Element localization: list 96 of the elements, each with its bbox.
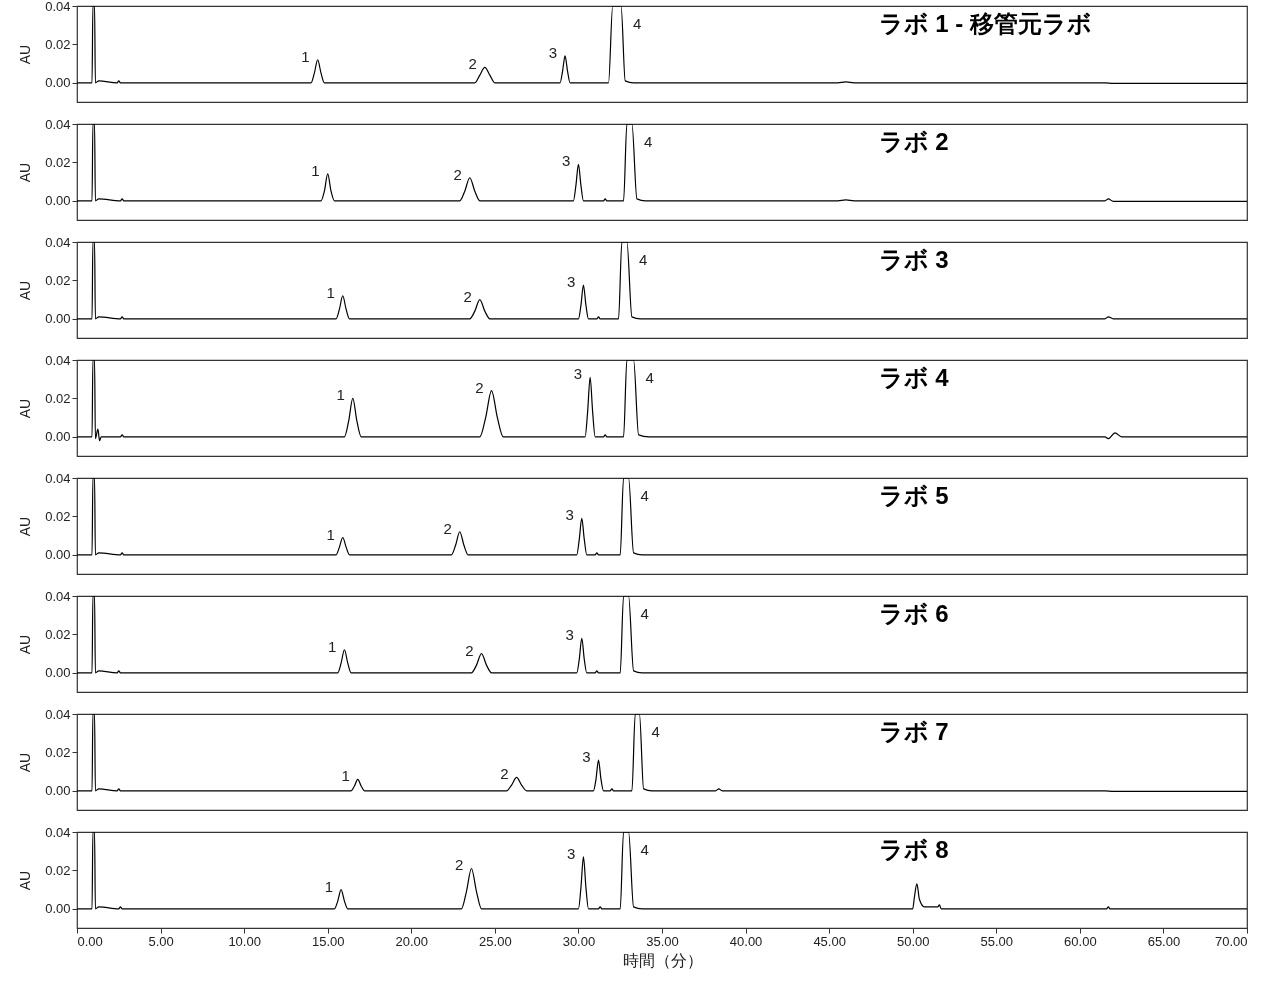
y-tick-label: 0.00	[45, 547, 71, 563]
annotation: 3	[562, 152, 571, 170]
annotation: 3	[567, 273, 576, 291]
y-axis-title: AU	[17, 280, 34, 301]
annotation: 2	[455, 856, 464, 874]
annotation: 3	[567, 844, 576, 862]
y-tick-label: 0.02	[45, 862, 71, 878]
y-axis-title: AU	[17, 634, 34, 655]
x-tick-label: 50.00	[896, 933, 930, 949]
annotation: 3	[565, 626, 574, 644]
line-series	[77, 124, 1247, 202]
x-tick-label: 45.00	[813, 933, 846, 949]
y-axis-title: AU	[17, 516, 34, 537]
annotation: 3	[582, 748, 591, 766]
y-tick-label: 0.02	[45, 626, 71, 642]
chart-title: ラボ 7	[878, 718, 949, 745]
annotation: 3	[548, 43, 558, 61]
annotation: 2	[465, 641, 474, 659]
annotation: 1	[301, 47, 310, 65]
annotation: 1	[324, 877, 334, 895]
x-tick-label: 55.00	[980, 933, 1014, 949]
y-tick-label: 0.04	[45, 234, 71, 250]
x-tick-label: 35.00	[646, 933, 679, 949]
x-tick-label: 65.00	[1147, 933, 1181, 949]
line-series	[77, 6, 1247, 84]
y-axis-title: AU	[17, 398, 34, 419]
x-tick-label: 20.00	[395, 933, 429, 949]
annotation: 4	[633, 15, 642, 32]
annotation: 2	[500, 765, 509, 783]
line-series	[77, 714, 1247, 792]
y-tick-label: 0.02	[45, 390, 71, 406]
line-series	[77, 832, 1247, 910]
annotation: 2	[453, 165, 462, 183]
annotation: 3	[573, 365, 583, 383]
line-series	[77, 360, 1247, 442]
annotation: 1	[326, 283, 335, 301]
annotation: 4	[643, 133, 653, 150]
annotation: 2	[475, 378, 484, 396]
y-tick-label: 0.04	[45, 0, 71, 14]
chart-title: ラボ 4	[878, 364, 950, 391]
y-tick-label: 0.00	[45, 311, 71, 327]
x-tick-label: 0.00	[77, 933, 103, 949]
y-tick-label: 0.04	[45, 824, 71, 840]
y-tick-label: 0.00	[45, 429, 71, 445]
y-axis-title: AU	[17, 162, 34, 183]
y-tick-label: 0.02	[45, 508, 71, 524]
y-tick-label: 0.00	[45, 193, 71, 209]
annotation: 1	[328, 637, 337, 655]
y-axis-title: AU	[17, 44, 34, 65]
x-tick-label: 60.00	[1064, 933, 1097, 949]
annotation: 4	[640, 487, 649, 504]
y-tick-label: 0.04	[45, 352, 71, 368]
y-tick-label: 0.00	[45, 75, 71, 91]
annotation: 4	[638, 251, 648, 268]
annotation: 3	[565, 506, 574, 524]
annotation: 4	[651, 723, 660, 740]
y-tick-label: 0.02	[45, 744, 71, 760]
annotation: 1	[311, 161, 320, 179]
annotation: 4	[640, 605, 649, 622]
annotation: 2	[443, 519, 452, 537]
chart-title: ラボ 1 - 移管元ラボ	[878, 10, 1092, 37]
y-tick-label: 0.00	[45, 901, 71, 917]
y-tick-label: 0.02	[45, 272, 71, 288]
chart-title: ラボ 8	[878, 836, 949, 863]
y-tick-label: 0.02	[45, 154, 71, 170]
x-axis-title: 時間（分）	[622, 951, 703, 969]
annotation: 2	[468, 55, 477, 73]
annotation: 1	[326, 525, 335, 543]
line-series	[77, 596, 1247, 674]
chart-title: ラボ 2	[878, 128, 949, 155]
y-tick-label: 0.00	[45, 665, 71, 681]
x-tick-label: 30.00	[562, 933, 596, 949]
x-tick-label: 40.00	[729, 933, 763, 949]
y-tick-label: 0.04	[45, 116, 71, 132]
annotation: 4	[640, 841, 649, 858]
chart-title: ラボ 6	[878, 600, 949, 627]
x-tick-label: 25.00	[479, 933, 512, 949]
y-tick-label: 0.04	[45, 588, 71, 604]
line-series	[77, 242, 1247, 320]
chart-title: ラボ 5	[878, 482, 949, 509]
chart-title: ラボ 3	[878, 246, 949, 273]
y-axis-title: AU	[17, 870, 34, 891]
x-tick-label: 70.00	[1214, 933, 1248, 949]
y-tick-label: 0.00	[45, 783, 71, 799]
x-tick-label: 10.00	[228, 933, 261, 949]
y-tick-label: 0.04	[45, 470, 71, 486]
annotation: 1	[336, 386, 345, 404]
line-series	[77, 478, 1247, 556]
x-tick-label: 5.00	[148, 933, 174, 949]
annotation: 1	[341, 767, 350, 785]
y-tick-label: 0.04	[45, 706, 71, 722]
y-tick-label: 0.02	[45, 36, 71, 52]
y-axis-title: AU	[17, 752, 34, 773]
annotation: 2	[463, 287, 472, 305]
annotation: 4	[645, 369, 654, 386]
x-tick-label: 15.00	[311, 933, 345, 949]
